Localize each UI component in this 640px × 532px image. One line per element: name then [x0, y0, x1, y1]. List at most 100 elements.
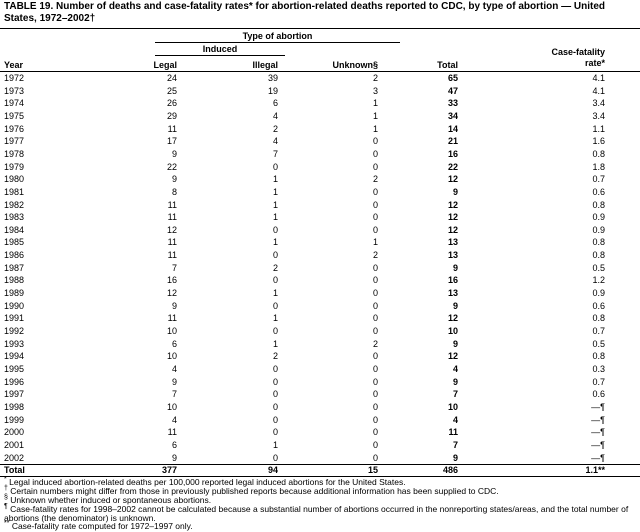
cell: 1 [372, 110, 378, 121]
cell: 0.6 [592, 186, 605, 197]
cell: 0 [272, 414, 278, 425]
cell: 11 [448, 427, 458, 438]
footnote-mark: ¶ [4, 503, 8, 511]
cell: 9 [171, 148, 177, 159]
cell: 4 [171, 414, 177, 425]
cell: 9 [452, 300, 458, 311]
cell: 0.8 [592, 313, 605, 324]
cell: 1992 [4, 326, 25, 336]
cell: 0 [372, 224, 378, 235]
cell: 0 [372, 161, 378, 172]
footnote-mark: * [4, 476, 7, 484]
cell: 13 [447, 250, 458, 261]
cell: 26 [166, 98, 177, 109]
cell: 65 [447, 73, 458, 83]
footnote-mark: ** [4, 520, 10, 528]
cell: 3.4 [592, 98, 605, 109]
cell: 1997 [4, 389, 25, 400]
cell: 4.1 [592, 73, 605, 83]
column-header: Case-fatality rate* [551, 47, 605, 68]
cell: 12 [166, 288, 177, 299]
cell: 34 [447, 110, 458, 121]
cell: 16 [447, 148, 458, 159]
cell: 1999 [4, 414, 25, 425]
cell: 17 [166, 136, 177, 147]
footnote-text: Legal induced abortion-related deaths pe… [6, 477, 406, 488]
cell: 0.5 [592, 338, 605, 349]
cell: 0 [372, 427, 378, 438]
column-header: Legal [153, 60, 177, 70]
footnote: ¶ Case-fatality rates for 1998–2002 cann… [4, 503, 634, 522]
cell: 0 [272, 250, 278, 261]
cell: 0 [272, 275, 278, 286]
cell: 0 [272, 427, 278, 438]
cell: 0 [372, 401, 378, 412]
cell: 0 [372, 262, 378, 273]
footnote-mark: † [4, 485, 8, 493]
cell: 0 [372, 326, 378, 336]
footnote: § Unknown whether induced or spontaneous… [4, 494, 634, 505]
cell: 1976 [4, 123, 25, 134]
cell: 1988 [4, 275, 25, 286]
cell: 1984 [4, 224, 25, 235]
cell: 1982 [4, 199, 25, 210]
cell: 16 [447, 275, 458, 286]
cell: 2002 [4, 452, 25, 463]
cell: 1981 [4, 186, 25, 197]
column-header: Unknown§ [332, 60, 378, 70]
cell: 2 [372, 338, 378, 349]
cell: 0.6 [592, 300, 605, 311]
cell: 2001 [4, 439, 25, 450]
column-header: Total [437, 60, 458, 70]
cell: 1 [272, 439, 278, 450]
cell: 25 [166, 85, 177, 96]
footnote-text: Case-fatality rate computed for 1972–199… [9, 521, 193, 532]
cell: 1 [272, 212, 278, 223]
cell: 9 [171, 300, 177, 311]
cell: 2000 [4, 427, 25, 438]
cell: 1985 [4, 237, 25, 248]
cell: 12 [447, 212, 458, 223]
cell: 1 [272, 174, 278, 185]
cell: 0 [272, 452, 278, 463]
cell: 0.9 [592, 212, 605, 223]
cell: 1975 [4, 110, 25, 121]
cell: 1998 [4, 401, 25, 412]
cell: 11 [167, 313, 177, 324]
cell: 1.8 [592, 161, 605, 172]
cell: 0.7 [592, 174, 605, 185]
cell: 4 [452, 414, 458, 425]
cell: 1980 [4, 174, 25, 185]
cell: 47 [447, 85, 458, 96]
cell: 0 [372, 376, 378, 387]
rule [0, 28, 640, 29]
cell: 1986 [4, 250, 25, 261]
cell: 0.3 [592, 363, 605, 374]
cell: 12 [447, 313, 458, 324]
cell: 12 [447, 199, 458, 210]
cell: 7 [452, 439, 458, 450]
cell: 11 [167, 199, 177, 210]
cell: 0.8 [592, 237, 605, 248]
cell: 1989 [4, 288, 25, 299]
cell: 7 [272, 148, 278, 159]
cell: 1 [272, 313, 278, 324]
cell: 12 [447, 174, 458, 185]
rule [0, 464, 640, 466]
rule [0, 476, 640, 478]
cell: 1 [372, 123, 378, 134]
cell: 9 [171, 376, 177, 387]
cell: 0.8 [592, 351, 605, 362]
cell: 1995 [4, 363, 25, 374]
cell: 12 [447, 224, 458, 235]
cell: 9 [452, 452, 458, 463]
column-header: Year [4, 60, 24, 70]
cell: 1993 [4, 338, 25, 349]
rule [0, 71, 640, 72]
cell: 22 [166, 161, 177, 172]
cell: 0.8 [592, 199, 605, 210]
cell: 0 [372, 136, 378, 147]
total-cell: 15 [367, 465, 378, 476]
footnote: ** Case-fatality rate computed for 1972–… [4, 520, 634, 532]
